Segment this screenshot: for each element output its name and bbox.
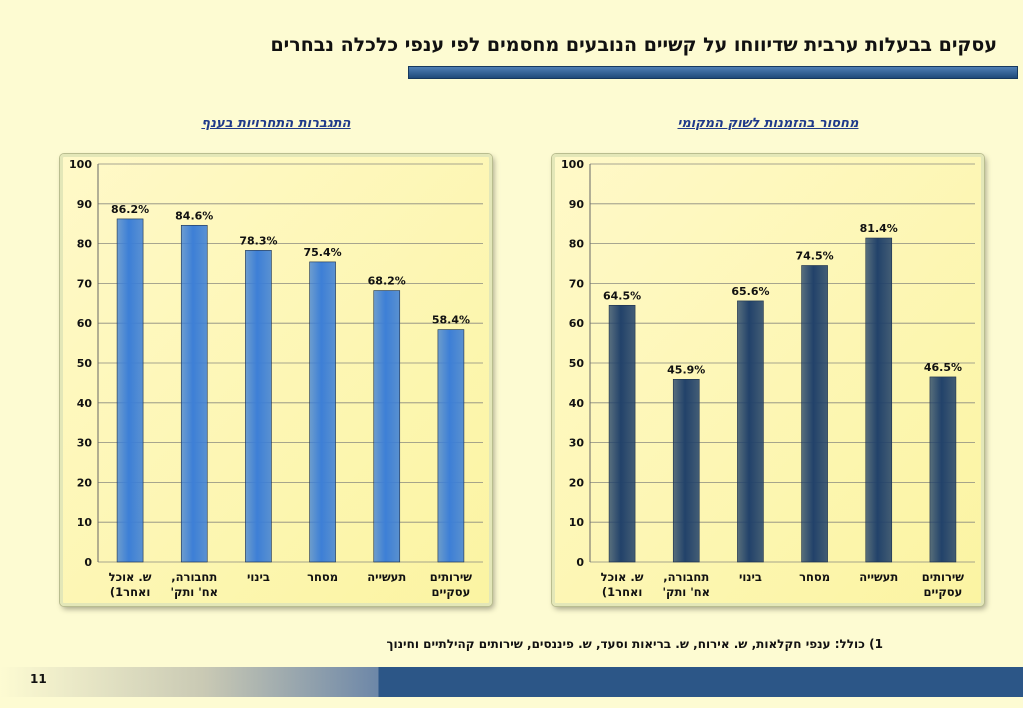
title-underline-bar <box>408 66 1018 79</box>
right-chart-panel: 0 10 20 30 40 50 60 70 80 90 100 64.5% ש. אוכל ואחר1)… <box>552 154 984 606</box>
left-bar <box>373 290 401 563</box>
right-y-tick-label: 100 <box>561 158 584 171</box>
left-category-label: בינוי <box>247 570 270 584</box>
right-data-label: 45.9% <box>667 363 705 376</box>
right-data-label: 64.5% <box>603 289 641 302</box>
right-y-tick-label: 20 <box>569 476 585 489</box>
left-y-tick-label: 70 <box>77 277 93 290</box>
left-y-tick-label: 90 <box>77 198 93 211</box>
right-y-tick-label: 70 <box>569 277 585 290</box>
left-bar <box>180 224 208 563</box>
right-category-label: שירותים עסקיים <box>922 570 965 599</box>
left-bar <box>116 218 144 563</box>
left-y-tick-label: 30 <box>77 437 93 450</box>
page-number: 11 <box>30 672 47 686</box>
right-data-label: 74.5% <box>795 249 833 262</box>
right-bar-chart: 0 10 20 30 40 50 60 70 80 90 100 64.5% ש. אוכל ואחר1)… <box>561 158 975 599</box>
left-y-tick-label: 40 <box>77 397 93 410</box>
left-y-tick-label: 80 <box>77 238 93 251</box>
left-chart-title: התגברות התחרויות בענף <box>201 116 351 131</box>
left-bar <box>437 329 465 563</box>
left-y-tick-label: 100 <box>69 158 92 171</box>
left-y-tick-label: 0 <box>84 556 92 569</box>
right-y-tick-label: 50 <box>569 357 585 370</box>
left-category-label: מסחר <box>307 570 338 584</box>
left-data-label: 78.3% <box>239 234 277 247</box>
right-y-tick-label: 0 <box>576 556 584 569</box>
right-y-tick-label: 30 <box>569 437 585 450</box>
left-data-label: 68.2% <box>368 275 406 288</box>
left-y-tick-label: 20 <box>77 476 93 489</box>
right-y-tick-label: 90 <box>569 198 585 211</box>
left-data-label: 84.6% <box>175 209 213 222</box>
left-category-label: תעשייה <box>367 570 406 584</box>
footnote: 1) כולל: ענפי חקלאות, ש. אירוח, ש. בריאו… <box>386 637 883 651</box>
right-bar <box>929 376 957 563</box>
left-category-label: ש. אוכל ואחר1) <box>109 570 152 599</box>
right-data-label: 81.4% <box>860 222 898 235</box>
right-bar <box>801 265 828 563</box>
left-chart-panel: 0 10 20 30 40 50 60 70 80 90 100 86.2% ש. אוכל ואחר1)… <box>60 154 492 606</box>
right-category-label: תחבורה, אח' ותק' <box>662 570 710 599</box>
left-bar <box>245 250 272 563</box>
right-bar <box>672 379 700 563</box>
left-y-tick-label: 60 <box>77 317 93 330</box>
right-y-tick-label: 40 <box>569 397 585 410</box>
right-data-label: 65.6% <box>731 285 769 298</box>
right-category-label: תעשייה <box>859 570 898 584</box>
right-data-label: 46.5% <box>924 361 962 374</box>
left-data-label: 75.4% <box>303 246 341 259</box>
footer-bar <box>0 667 1023 697</box>
right-y-tick-label: 10 <box>569 516 585 529</box>
right-y-tick-label: 80 <box>569 238 585 251</box>
right-chart-title: מחסור בהזמנות לשוק המקומי <box>677 116 859 131</box>
left-y-tick-label: 50 <box>77 357 93 370</box>
slide-title: עסקים בבעלות ערבית שדיווחו על קשיים הנוב… <box>270 34 997 56</box>
right-bar <box>865 237 893 563</box>
left-category-label: שירותים עסקיים <box>430 570 473 599</box>
left-y-tick-label: 10 <box>77 516 93 529</box>
right-category-label: מסחר <box>799 570 830 584</box>
left-data-label: 86.2% <box>111 203 149 216</box>
left-bar-chart: 0 10 20 30 40 50 60 70 80 90 100 86.2% ש. אוכל ואחר1)… <box>69 158 483 599</box>
right-y-tick-label: 60 <box>569 317 585 330</box>
left-category-label: תחבורה, אח' ותק' <box>170 570 218 599</box>
right-bar <box>737 300 764 563</box>
left-bar <box>309 261 336 563</box>
right-bar <box>608 304 636 563</box>
right-category-label: ש. אוכל ואחר1) <box>601 570 644 599</box>
right-category-label: בינוי <box>739 570 762 584</box>
left-data-label: 58.4% <box>432 314 470 327</box>
